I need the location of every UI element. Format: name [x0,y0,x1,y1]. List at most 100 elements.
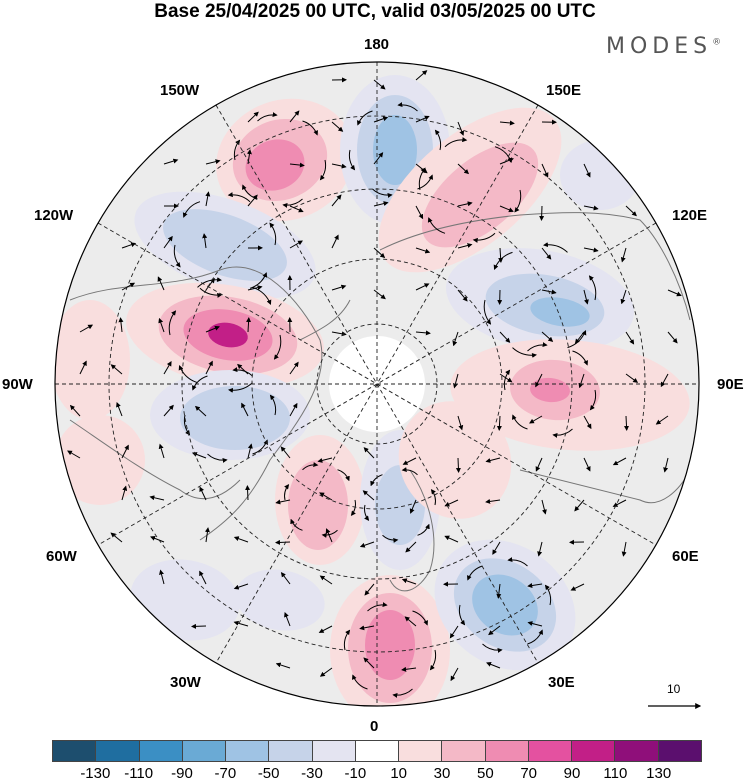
wind-arrow [373,247,386,259]
wind-arrow [280,446,291,459]
wind-arrow [280,572,291,585]
lon-label-120w: 120W [34,207,74,224]
wind-arrow [149,495,165,501]
colorbar-swatch [182,741,227,761]
wind-arrow [363,657,375,669]
wind-arrow [415,163,428,174]
wind-arrow [415,70,428,81]
wind-arrow [205,159,221,165]
wind-arrow [404,616,417,627]
colorbar-swatch [658,741,701,761]
wind-arrow [667,289,682,297]
streamline-arrow [319,159,327,181]
colorbar-swatch [53,741,97,761]
streamline-arrow [401,467,418,476]
wind-arrow [401,666,417,672]
streamline-arrow [372,188,393,198]
streamline-arrow [427,217,446,234]
wind-arrow [415,115,430,123]
map-title: Base 25/04/2025 00 UTC, valid 03/05/2025… [154,1,596,22]
lon-label-30w: 30W [170,674,201,691]
wind-arrow [359,625,375,631]
wind-arrow [527,583,543,588]
wind-arrow [233,583,249,590]
wind-arrow [325,528,333,543]
lon-label-30e: 30E [548,674,575,691]
wind-arrow [488,625,501,636]
anomaly-contour [373,115,417,185]
wind-arrow [247,111,259,123]
colorbar-swatch [572,741,616,761]
streamline-arrow [589,389,597,411]
wind-arrow [667,331,678,344]
colorbar-tick-label: 110 [603,765,628,782]
wind-arrow [317,457,333,463]
wind-arrow [233,536,249,543]
wind-arrow [450,667,459,682]
colorbar-swatch [226,741,270,761]
wind-arrow [578,373,585,389]
wind-arrow [110,364,123,375]
streamline-arrow [233,139,241,161]
wind-arrow [499,205,514,213]
wind-arrow [205,277,215,291]
wind-arrow [319,492,333,501]
streamlines [67,70,682,698]
streamline-arrow [527,629,543,645]
colorbar-tick-label: -90 [171,765,193,782]
streamline-arrow [197,277,222,288]
streamline-arrow [512,414,528,430]
wind-arrow [541,331,554,342]
anomaly-contour [55,415,145,505]
wind-arrow [620,289,627,305]
streamline-arrow [321,529,338,538]
wind-arrow [449,625,459,639]
wind-arrow [535,373,543,388]
wind-arrow [275,662,291,669]
anomaly-contour [530,297,590,327]
streamline-arrow [290,518,303,531]
streamline-arrow [412,610,428,626]
wind-arrow [625,331,635,345]
streamline-arrow [392,688,413,698]
wind-arrow [158,443,165,459]
wind-arrow [205,360,213,375]
wind-arrow [499,157,514,165]
streamline-arrow [552,428,573,438]
wind-arrow [373,289,386,300]
wind-arrow [331,234,339,249]
streamline-arrow [168,310,177,336]
streamline-arrow [178,364,198,384]
colorbar-swatch [96,741,140,761]
streamline-arrow [467,565,483,581]
colorbar-tick-label: 50 [476,765,494,782]
wind-arrow [289,205,304,213]
wind-arrow [486,662,501,669]
wind-arrow [163,235,173,249]
wind-arrow [492,541,501,555]
coastlines [69,212,691,592]
lon-label-0: 0 [370,718,379,735]
wind-arrow [539,205,545,221]
wind-arrow [247,285,263,291]
colorbar-swatch [269,741,313,761]
anomaly-contour [180,386,290,450]
streamline-arrow [282,198,303,208]
wind-arrow [457,289,468,302]
wind-arrow [541,163,549,178]
wind-arrow [163,361,172,375]
wind-arrow [541,499,547,515]
lon-label-120e: 120E [672,207,708,224]
colorbar-tick-label: -130 [80,765,111,782]
wind-arrow [199,486,207,501]
wind-arrow [499,331,511,343]
wind-arrow [289,162,305,168]
streamline-arrow [273,334,282,360]
wind-arrow [485,498,501,504]
colorbar-swatch [442,741,486,761]
wind-arrow [401,578,417,585]
streamline-arrow [364,504,370,521]
wind-arrow [158,317,165,333]
wind-arrow [275,539,291,545]
anomaly-contour [421,142,539,248]
